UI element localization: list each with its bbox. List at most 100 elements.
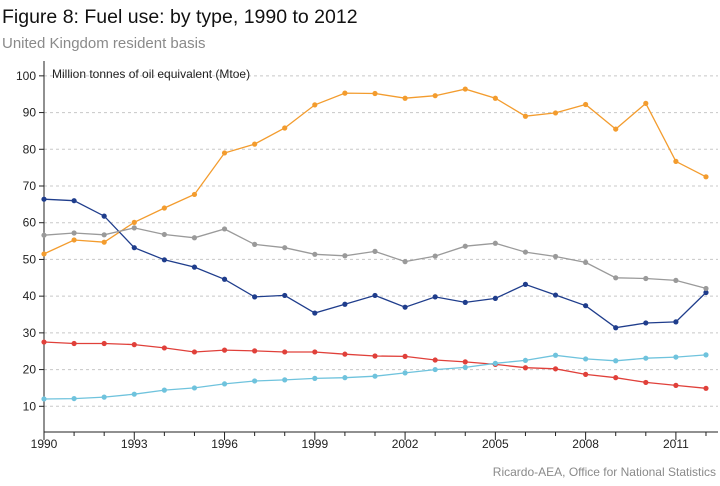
data-point bbox=[252, 348, 258, 354]
x-tick-label: 2008 bbox=[572, 437, 599, 451]
data-point bbox=[402, 353, 408, 359]
data-point bbox=[583, 371, 589, 377]
data-point bbox=[432, 366, 438, 373]
data-point bbox=[282, 245, 288, 251]
data-point bbox=[101, 239, 107, 245]
data-point bbox=[131, 391, 137, 397]
data-point bbox=[161, 345, 167, 351]
data-point bbox=[402, 259, 408, 265]
data-point bbox=[131, 219, 137, 225]
x-tick-label: 1993 bbox=[121, 437, 148, 451]
data-point bbox=[552, 366, 559, 372]
data-point bbox=[71, 237, 77, 243]
series-3 bbox=[41, 339, 709, 391]
data-point bbox=[552, 352, 559, 358]
data-point bbox=[613, 126, 619, 132]
data-point bbox=[221, 381, 228, 387]
data-point bbox=[673, 382, 679, 388]
data-point bbox=[673, 319, 679, 325]
data-point bbox=[552, 110, 559, 116]
data-point bbox=[643, 379, 649, 386]
data-point bbox=[583, 303, 589, 309]
data-point bbox=[703, 174, 709, 180]
y-tick-label: 30 bbox=[23, 326, 37, 340]
data-point bbox=[252, 141, 258, 147]
data-point bbox=[402, 370, 408, 376]
data-point bbox=[492, 360, 498, 366]
data-point bbox=[71, 198, 77, 204]
data-point bbox=[522, 249, 529, 255]
data-point bbox=[432, 294, 438, 300]
data-point bbox=[643, 355, 649, 361]
series-line bbox=[43, 227, 707, 290]
data-point bbox=[41, 232, 47, 238]
y-axis-label: Million tonnes of oil equivalent (Mtoe) bbox=[52, 67, 250, 81]
data-point bbox=[41, 396, 47, 402]
data-point bbox=[282, 349, 288, 355]
data-point bbox=[613, 358, 619, 364]
data-point bbox=[522, 357, 529, 364]
data-point bbox=[342, 375, 348, 381]
data-point bbox=[703, 285, 709, 292]
data-point bbox=[522, 365, 529, 371]
data-point bbox=[131, 225, 137, 231]
chart-title: Figure 8: Fuel use: by type, 1990 to 201… bbox=[2, 6, 358, 28]
data-point bbox=[41, 196, 47, 202]
data-point bbox=[342, 351, 348, 357]
series-2 bbox=[41, 225, 709, 292]
data-point bbox=[312, 102, 318, 108]
data-point bbox=[342, 90, 348, 96]
data-point bbox=[673, 354, 679, 360]
data-point bbox=[282, 125, 288, 131]
y-tick-label: 70 bbox=[23, 179, 37, 193]
data-point bbox=[492, 240, 498, 246]
data-point bbox=[71, 230, 77, 236]
series-line bbox=[43, 341, 707, 389]
data-point bbox=[101, 394, 107, 400]
data-point bbox=[643, 275, 649, 282]
data-point bbox=[462, 364, 468, 370]
data-point bbox=[221, 226, 228, 232]
x-tick-label: 2005 bbox=[482, 437, 509, 451]
data-point bbox=[161, 231, 167, 238]
data-point bbox=[131, 245, 137, 251]
y-tick-label: 50 bbox=[23, 252, 37, 266]
series-1 bbox=[41, 196, 709, 331]
data-point bbox=[191, 235, 198, 241]
data-point bbox=[613, 325, 619, 331]
x-tick-label: 1999 bbox=[301, 437, 328, 451]
data-point bbox=[101, 232, 107, 238]
data-point bbox=[131, 342, 137, 348]
y-tick-label: 80 bbox=[23, 142, 37, 156]
data-point bbox=[673, 158, 679, 164]
series-0 bbox=[41, 86, 709, 257]
data-point bbox=[372, 90, 378, 97]
data-point bbox=[101, 213, 107, 219]
chart-subtitle: United Kingdom resident basis bbox=[2, 35, 206, 52]
data-point bbox=[161, 387, 167, 393]
data-point bbox=[492, 95, 498, 101]
data-point bbox=[462, 359, 468, 365]
data-point bbox=[673, 277, 679, 283]
data-point bbox=[522, 281, 529, 287]
data-point bbox=[402, 95, 408, 101]
data-point bbox=[252, 294, 258, 300]
y-tick-label: 20 bbox=[23, 363, 37, 377]
data-point bbox=[613, 375, 619, 381]
data-point bbox=[402, 304, 408, 310]
data-point bbox=[191, 264, 198, 270]
data-point bbox=[221, 150, 228, 156]
data-point bbox=[342, 301, 348, 307]
data-point bbox=[221, 347, 228, 353]
data-point bbox=[282, 292, 288, 299]
data-point bbox=[552, 292, 559, 298]
data-point bbox=[522, 113, 529, 119]
data-point bbox=[342, 253, 348, 259]
y-tick-label: 90 bbox=[23, 106, 37, 120]
data-point bbox=[552, 253, 559, 260]
data-point bbox=[372, 353, 378, 359]
data-point bbox=[583, 101, 589, 108]
data-point bbox=[252, 241, 258, 247]
data-point bbox=[462, 86, 468, 92]
